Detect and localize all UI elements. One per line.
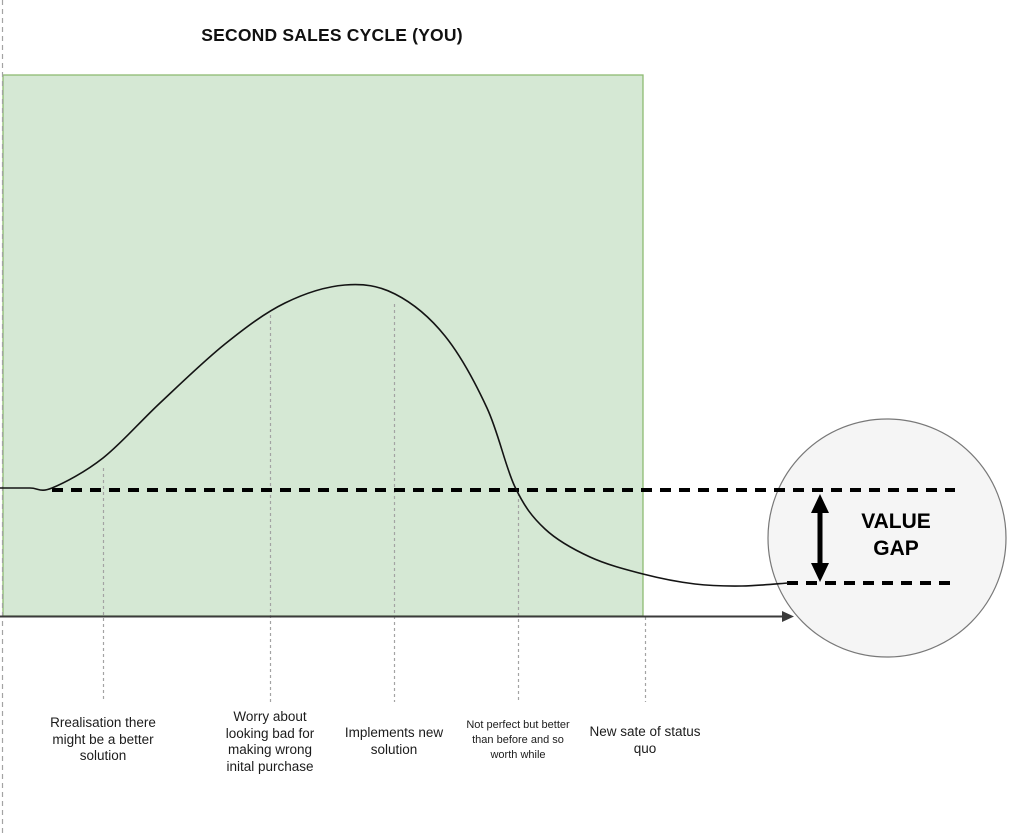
x-axis-arrowhead-icon — [782, 611, 794, 622]
milestone-guide-lines — [102, 304, 647, 702]
value-gap-label: VALUE GAP — [861, 510, 931, 560]
milestone-label-realisation: Rrealisation there might be a better sol… — [50, 715, 156, 763]
sales-cycle-region — [2, 74, 644, 617]
diagram-title: SECOND SALES CYCLE (YOU) — [201, 25, 463, 45]
milestone-label-implements: Implements new solution — [344, 725, 444, 757]
value-gap-arrow-icon — [811, 494, 829, 582]
milestone-label-new-status: New sate of status quo — [589, 724, 701, 756]
milestone-label-worry: Worry about looking bad for making wrong… — [225, 709, 315, 774]
sales-cycle-curve — [0, 283, 789, 587]
milestone-label-not-perfect: Not perfect but better than before and s… — [466, 719, 570, 761]
value-gap-circle — [767, 418, 1007, 658]
x-axis — [0, 611, 794, 622]
